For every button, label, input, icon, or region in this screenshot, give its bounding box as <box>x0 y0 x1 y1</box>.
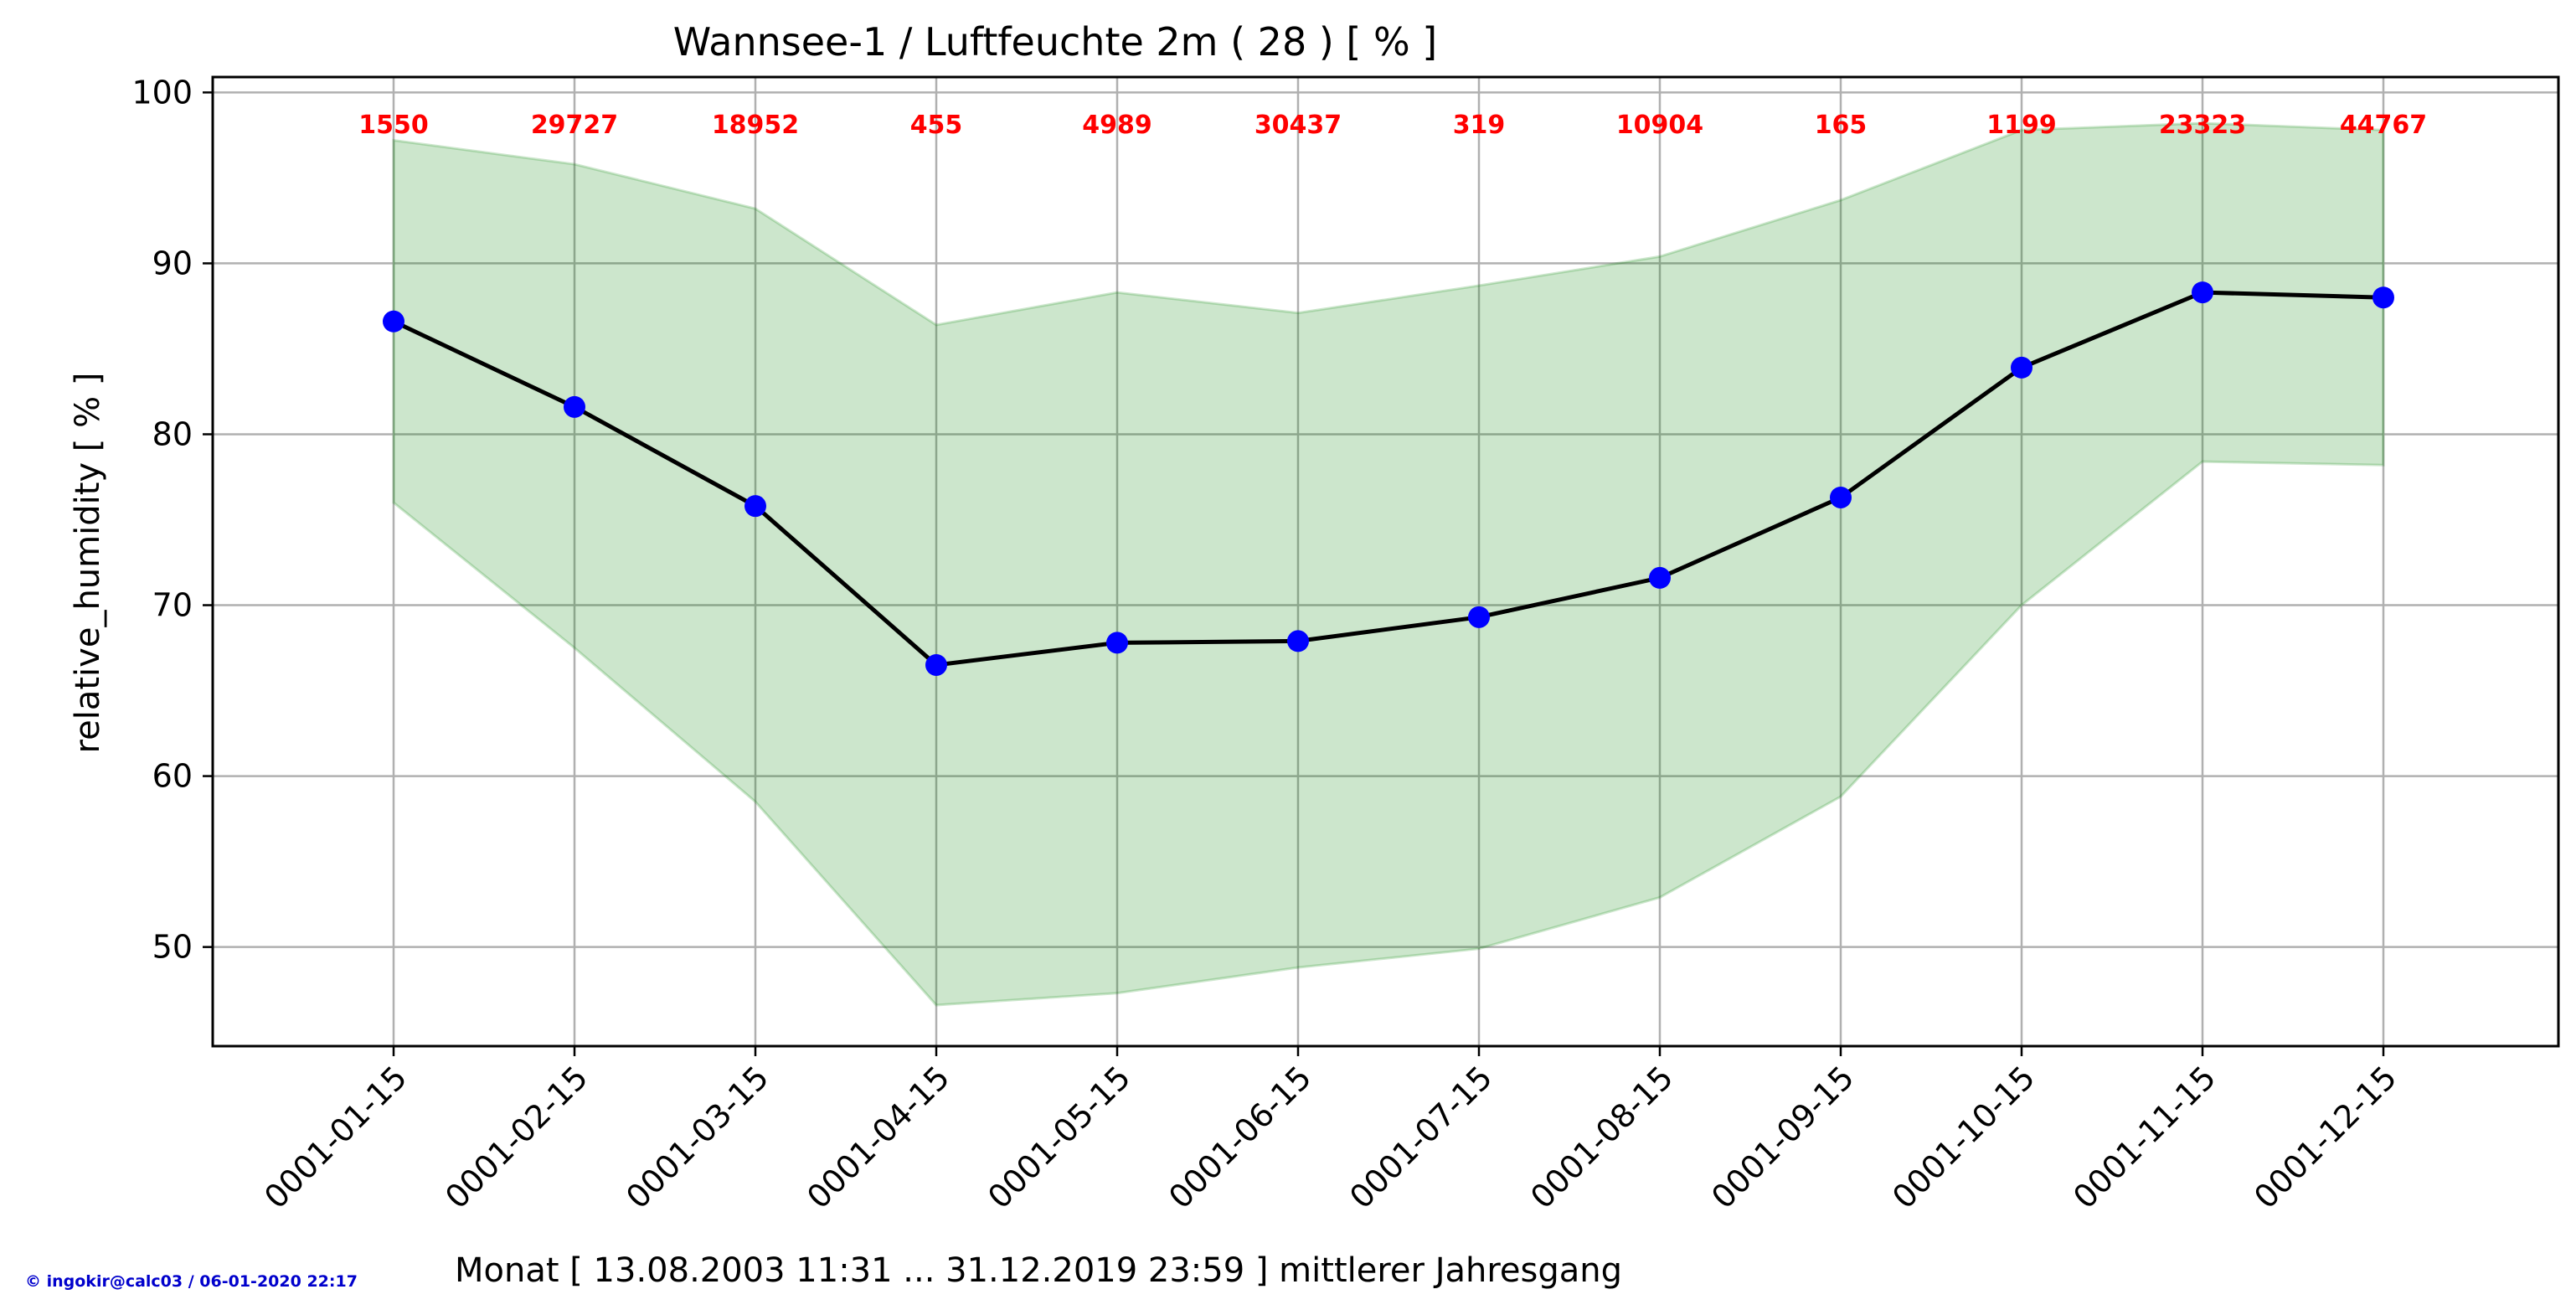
count-label: 30437 <box>1255 111 1342 140</box>
y-tick-label: 70 <box>152 587 193 624</box>
grid <box>213 77 2558 1046</box>
x-tick-label: 0001-04-15 <box>800 1059 956 1215</box>
x-tick-label: 0001-10-15 <box>1885 1059 2042 1215</box>
x-tick-label: 0001-08-15 <box>1523 1059 1680 1215</box>
data-point <box>383 310 404 333</box>
y-axis-label: relative_humidity [ % ] <box>69 373 107 754</box>
x-tick-label: 0001-12-15 <box>2247 1059 2403 1215</box>
x-axis-ticks: 0001-01-15 0001-02-15 0001-03-15 0001-04-15… <box>257 1046 2403 1216</box>
count-label: 165 <box>1815 111 1868 140</box>
data-point <box>925 653 947 676</box>
data-point <box>1649 566 1671 589</box>
mean-line <box>392 290 2384 668</box>
y-tick-label: 90 <box>152 245 193 281</box>
count-label: 29727 <box>531 111 618 140</box>
mean-series <box>383 281 2394 676</box>
range-band <box>392 121 2385 1007</box>
y-tick-label: 80 <box>152 415 193 452</box>
data-point <box>2011 356 2032 379</box>
count-label: 1550 <box>358 111 429 140</box>
x-axis-label: Monat [ 13.08.2003 11:31 ... 31.12.2019 … <box>455 1251 1622 1290</box>
data-point <box>2372 286 2394 309</box>
x-tick-label: 0001-05-15 <box>981 1059 1137 1215</box>
data-point <box>1468 606 1490 628</box>
x-tick-label: 0001-06-15 <box>1162 1059 1318 1215</box>
data-point <box>1106 632 1128 654</box>
min-max-band <box>392 121 2385 1007</box>
y-tick-label: 60 <box>152 758 193 795</box>
x-tick-label: 0001-09-15 <box>1704 1059 1861 1215</box>
x-tick-label: 0001-03-15 <box>619 1059 775 1215</box>
y-axis-ticks: 50 60 70 80 90 100 <box>131 74 213 966</box>
x-tick-label: 0001-11-15 <box>2066 1059 2223 1215</box>
y-tick-label: 50 <box>152 929 193 966</box>
count-label: 23323 <box>2159 111 2246 140</box>
count-label: 4989 <box>1082 111 1152 140</box>
count-labels: 1550 29727 18952 455 4989 30437 319 10904 165 119… <box>358 111 2427 140</box>
count-label: 319 <box>1453 111 1506 140</box>
data-point <box>1830 486 1852 508</box>
chart-title: Wannsee-1 / Luftfeuchte 2m ( 28 ) [ % ] <box>673 19 1438 64</box>
count-label: 1199 <box>1986 111 2057 140</box>
plot-frame <box>211 75 2560 1048</box>
count-label: 455 <box>910 111 963 140</box>
footer-credit: © ingokir@calc03 / 06-01-2020 22:17 <box>25 1272 358 1291</box>
data-point <box>564 395 585 418</box>
data-point <box>1287 630 1309 652</box>
x-tick-label: 0001-01-15 <box>257 1059 414 1215</box>
x-tick-label: 0001-02-15 <box>438 1059 595 1215</box>
data-point <box>2192 281 2213 304</box>
data-point <box>744 495 766 518</box>
count-label: 44767 <box>2340 111 2427 140</box>
y-tick-label: 100 <box>131 74 193 111</box>
count-label: 18952 <box>712 111 799 140</box>
x-tick-label: 0001-07-15 <box>1342 1059 1499 1215</box>
count-label: 10904 <box>1616 111 1703 140</box>
